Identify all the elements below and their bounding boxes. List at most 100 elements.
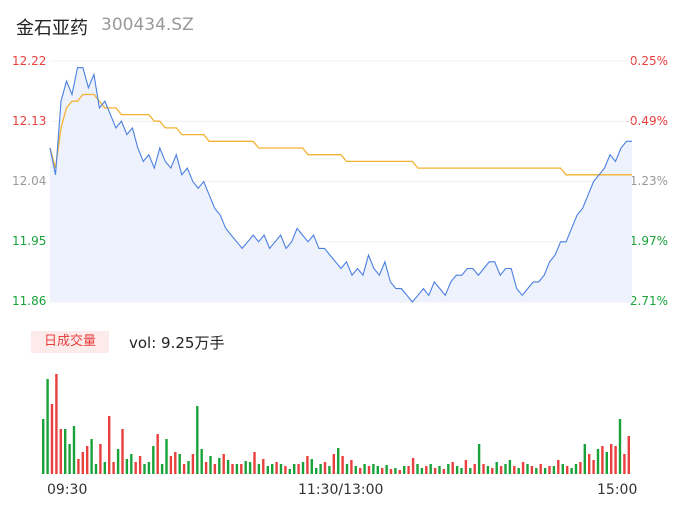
- volume-bar: [588, 454, 591, 474]
- stock-code: 300434.SZ: [101, 15, 194, 35]
- volume-bar: [323, 462, 327, 474]
- volume-bar: [99, 444, 102, 474]
- volume-tag: 日成交量: [31, 331, 109, 353]
- volume-bar: [416, 464, 419, 474]
- volume-bar: [486, 466, 490, 474]
- volume-bar: [605, 452, 608, 474]
- volume-bar: [209, 456, 212, 474]
- y-tick-right-5: -2.71%: [625, 294, 668, 308]
- volume-bar: [425, 466, 428, 474]
- volume-bar: [407, 466, 410, 474]
- volume-bar: [460, 468, 463, 474]
- volume-bar: [363, 464, 366, 474]
- volume-bar: [592, 460, 595, 474]
- volume-bar: [367, 466, 371, 474]
- volume-bar: [442, 469, 446, 474]
- volume-bar: [94, 464, 98, 474]
- volume-bar: [187, 461, 190, 474]
- volume-bar: [403, 466, 406, 474]
- volume-bar: [253, 452, 256, 474]
- volume-bar: [55, 374, 58, 474]
- volume-bar: [59, 429, 62, 474]
- volume-bar: [72, 426, 76, 474]
- volume-bar: [614, 446, 617, 474]
- volume-bar: [495, 462, 498, 474]
- volume-bar: [548, 466, 551, 474]
- volume-bar: [42, 419, 45, 474]
- volume-bar: [156, 434, 159, 474]
- volume-bar: [244, 461, 247, 474]
- volume-bar: [315, 468, 318, 474]
- y-tick-left-2: 12.13: [12, 114, 47, 128]
- volume-bar: [125, 459, 129, 474]
- volume-bar: [526, 464, 529, 474]
- volume-bar: [112, 462, 115, 474]
- volume-bar: [566, 466, 569, 474]
- volume-bar: [275, 462, 278, 474]
- volume-bar: [372, 464, 375, 474]
- volume-bar: [561, 464, 564, 474]
- volume-bar: [350, 460, 353, 474]
- volume-bar: [499, 466, 503, 474]
- volume-bar: [623, 454, 626, 474]
- volume-bar: [160, 464, 164, 474]
- volume-bar: [433, 468, 437, 474]
- volume-bar: [138, 456, 142, 474]
- volume-bar: [301, 462, 305, 474]
- volume-bar: [196, 406, 199, 474]
- volume-bar: [152, 446, 155, 474]
- volume-bar: [257, 464, 261, 474]
- volume-bar: [200, 449, 203, 474]
- y-tick-right-4: -1.97%: [625, 234, 668, 248]
- volume-bar: [596, 449, 600, 474]
- volume-bar: [169, 456, 173, 474]
- volume-bar: [385, 465, 388, 474]
- y-tick-left-4: 11.95: [12, 234, 47, 248]
- volume-bar: [610, 444, 613, 474]
- volume-bar: [345, 464, 349, 474]
- volume-bar: [438, 466, 441, 474]
- volume-bar: [310, 459, 313, 474]
- volume-bar: [530, 466, 534, 474]
- x-tick-open: 09:30: [47, 482, 88, 498]
- volume-bar: [574, 464, 578, 474]
- volume-bar: [447, 464, 450, 474]
- volume-bar: [319, 464, 322, 474]
- volume-bar: [81, 452, 84, 474]
- volume-bar: [218, 458, 221, 474]
- volume-bar: [248, 462, 252, 474]
- volume-bar: [552, 466, 556, 474]
- volume-bar: [174, 452, 177, 474]
- volume-bar: [284, 466, 287, 474]
- volume-bar: [337, 448, 340, 474]
- volume-bar: [359, 468, 362, 474]
- volume-bar: [204, 462, 208, 474]
- volume-bar: [601, 446, 604, 474]
- volume-bar: [627, 436, 630, 474]
- y-tick-left-3: 12.04: [12, 174, 47, 188]
- volume-bar: [420, 468, 424, 474]
- volume-bar: [618, 419, 622, 474]
- volume-bar: [231, 464, 234, 474]
- volume-bar: [328, 466, 331, 474]
- volume-bar: [68, 444, 71, 474]
- y-tick-right-2: -0.49%: [625, 114, 668, 128]
- volume-bar: [411, 458, 415, 474]
- volume-bar: [297, 464, 300, 474]
- volume-bar: [398, 470, 401, 474]
- volume-bar: [182, 464, 186, 474]
- volume-bar: [491, 468, 494, 474]
- volume-bar: [64, 429, 67, 474]
- price-line: [49, 67, 632, 303]
- volume-bar: [381, 468, 384, 474]
- volume-bar: [455, 466, 459, 474]
- volume-bar: [354, 466, 357, 474]
- volume-bar: [108, 416, 111, 474]
- volume-bar: [121, 429, 124, 474]
- volume-bar: [389, 469, 393, 474]
- volume-bar: [222, 454, 225, 474]
- volume-bar: [165, 439, 168, 474]
- volume-label: vol: 9.25万手: [129, 334, 225, 352]
- volume-bar: [513, 466, 516, 474]
